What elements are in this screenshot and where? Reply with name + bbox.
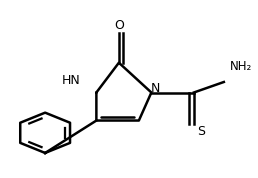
Text: N: N <box>150 82 160 96</box>
Text: S: S <box>197 125 205 138</box>
Text: NH₂: NH₂ <box>230 60 252 73</box>
Text: O: O <box>114 19 124 32</box>
Text: HN: HN <box>62 74 81 87</box>
